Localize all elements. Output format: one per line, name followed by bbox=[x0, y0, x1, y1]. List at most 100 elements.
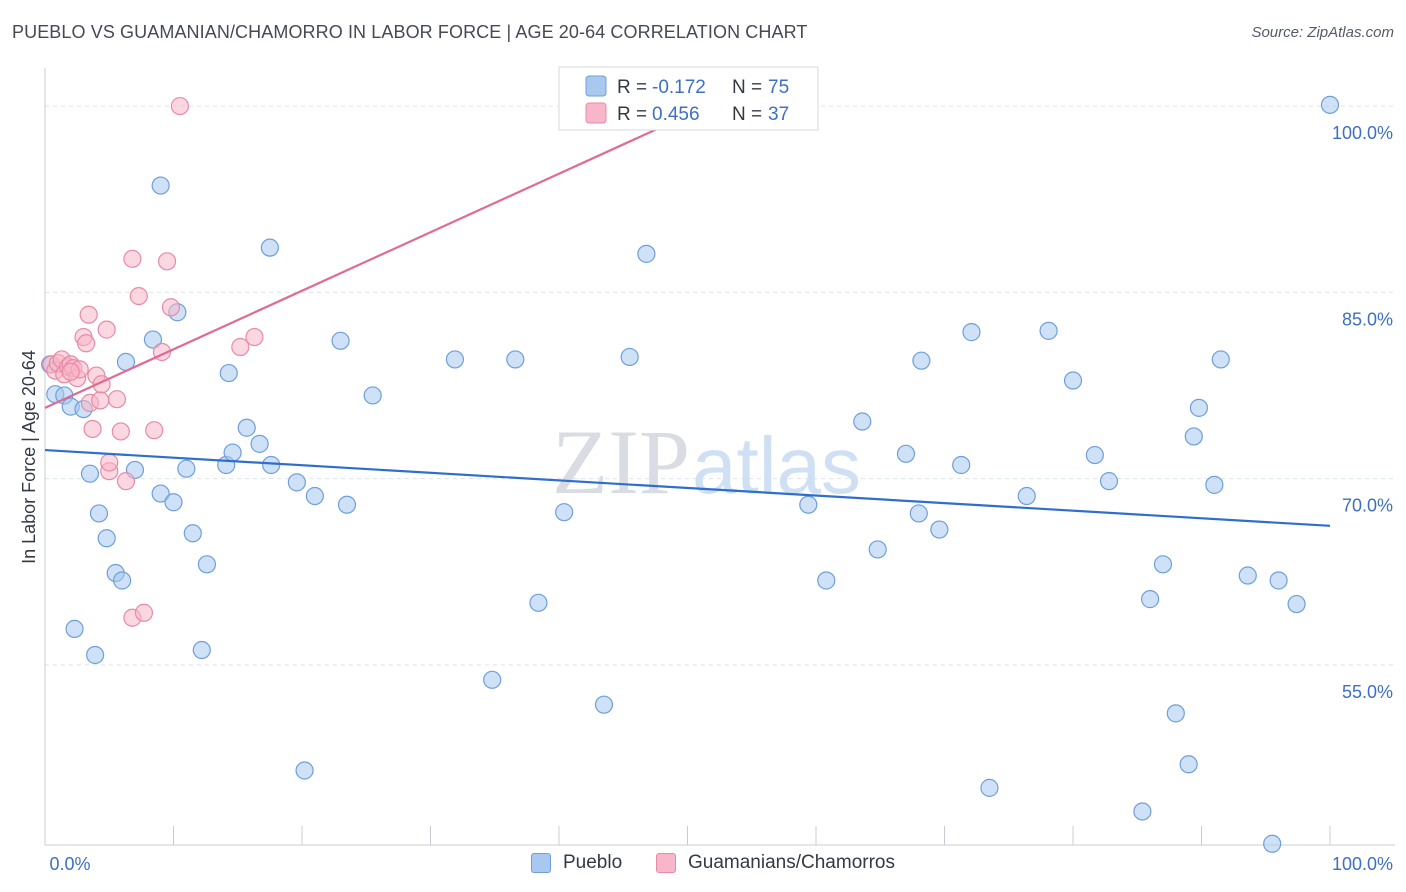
legend-r-value: -0.172 bbox=[652, 77, 706, 98]
pueblo-point bbox=[197, 555, 217, 574]
pueblo-point bbox=[1184, 427, 1203, 446]
guam-point bbox=[107, 390, 127, 409]
pueblo-point bbox=[192, 640, 211, 660]
pueblo-point bbox=[909, 504, 928, 523]
legend-r-value: 0.456 bbox=[652, 104, 700, 125]
pueblo-point bbox=[1133, 802, 1152, 821]
pueblo-point bbox=[86, 645, 105, 665]
guam-point bbox=[79, 305, 98, 324]
pueblo-point bbox=[1153, 555, 1173, 574]
pueblo-point bbox=[1039, 321, 1058, 340]
pueblo-points bbox=[41, 95, 1340, 853]
legend-swatch-pueblo bbox=[585, 75, 607, 97]
guam-point bbox=[111, 422, 130, 441]
pueblo-point bbox=[219, 363, 238, 383]
pueblo-point bbox=[1211, 350, 1230, 369]
guam-point bbox=[77, 334, 96, 353]
pueblo-point bbox=[506, 350, 525, 369]
x-tick-label: 0.0% bbox=[49, 854, 90, 874]
pueblo-point bbox=[164, 493, 183, 512]
legend-item-pueblo: Pueblo bbox=[531, 852, 622, 874]
pueblo-point bbox=[483, 670, 502, 689]
guam-point bbox=[83, 419, 102, 439]
guam-points bbox=[42, 96, 723, 627]
legend-swatch-guam bbox=[585, 102, 607, 124]
guam-point bbox=[170, 96, 190, 116]
legend-box: R = -0.172 N = 75 R = 0.456 N = 37 bbox=[558, 66, 819, 131]
pueblo-point bbox=[817, 571, 836, 590]
pueblo-point bbox=[930, 520, 949, 539]
guam-point bbox=[100, 453, 119, 472]
pueblo-point bbox=[260, 238, 279, 257]
guam-point bbox=[161, 298, 181, 317]
pueblo-point bbox=[80, 464, 100, 483]
legend-item-guam: Guamanians/Chamorros bbox=[656, 852, 895, 874]
y-axis-label: In Labor Force | Age 20-64 bbox=[19, 350, 39, 564]
watermark: ZIP atlas bbox=[552, 411, 861, 513]
guam-point bbox=[61, 362, 80, 381]
guam-point bbox=[157, 252, 177, 271]
legend-label-guam: Guamanians/Chamorros bbox=[688, 852, 895, 873]
pueblo-point bbox=[1287, 594, 1306, 614]
legend-n-label: N = bbox=[732, 104, 762, 125]
pueblo-point bbox=[143, 330, 163, 349]
watermark-atlas: atlas bbox=[692, 421, 861, 510]
axes bbox=[44, 68, 1395, 846]
gridlines bbox=[45, 105, 1395, 666]
pueblo-point bbox=[183, 524, 202, 543]
pueblo-point bbox=[237, 418, 256, 437]
pueblo-point bbox=[1269, 571, 1288, 590]
watermark-zip: ZIP bbox=[552, 411, 690, 513]
pueblo-point bbox=[177, 459, 196, 478]
y-tick-label: 85.0% bbox=[1342, 309, 1393, 329]
pueblo-point bbox=[853, 412, 872, 431]
pueblo-point bbox=[799, 495, 818, 514]
tick-labels: 55.0% 70.0% 85.0% 100.0% 0.0% 100.0% bbox=[49, 123, 1393, 874]
guam-point bbox=[116, 472, 136, 491]
pueblo-point bbox=[363, 386, 382, 405]
pueblo-point bbox=[1189, 398, 1209, 417]
legend-n-value: 75 bbox=[768, 77, 789, 98]
pueblo-point bbox=[1166, 704, 1185, 723]
legend-swatch-pueblo bbox=[531, 853, 551, 873]
pueblo-point bbox=[1263, 834, 1282, 853]
pueblo-point bbox=[1179, 755, 1198, 774]
pueblo-point bbox=[962, 323, 981, 342]
pueblo-point bbox=[868, 540, 887, 559]
chart-title: PUEBLO VS GUAMANIAN/CHAMORRO IN LABOR FO… bbox=[12, 22, 808, 42]
y-tick-label: 70.0% bbox=[1342, 496, 1393, 516]
guam-point bbox=[134, 603, 154, 622]
pueblo-point bbox=[1063, 371, 1083, 390]
pueblo-point bbox=[89, 504, 109, 523]
pueblo-point bbox=[1140, 590, 1160, 609]
legend-n-value: 37 bbox=[768, 104, 789, 125]
pueblo-point bbox=[65, 619, 84, 639]
pueblo-point bbox=[1017, 486, 1036, 506]
guam-trend-line bbox=[44, 100, 719, 409]
guam-point bbox=[145, 421, 164, 440]
pueblo-point bbox=[331, 331, 350, 350]
pueblo-point bbox=[287, 473, 306, 492]
guam-point bbox=[129, 286, 148, 306]
legend-r-label: R = bbox=[617, 104, 647, 125]
trend-lines bbox=[44, 100, 1331, 527]
pueblo-point bbox=[980, 778, 999, 797]
guam-point bbox=[123, 249, 142, 268]
source-label: Source: ZipAtlas.com bbox=[1251, 24, 1394, 41]
pueblo-point bbox=[223, 443, 242, 462]
pueblo-point bbox=[896, 444, 916, 463]
pueblo-point bbox=[912, 351, 931, 370]
pueblo-point bbox=[262, 455, 281, 475]
pueblo-point bbox=[555, 503, 574, 522]
y-tick-label: 55.0% bbox=[1342, 682, 1393, 702]
guam-point bbox=[97, 320, 116, 339]
pueblo-point bbox=[952, 455, 971, 475]
legend-r-label: R = bbox=[617, 77, 647, 98]
legend-bottom: Pueblo Guamanians/Chamorros bbox=[0, 852, 1406, 878]
pueblo-point bbox=[305, 486, 324, 506]
pueblo-point bbox=[637, 244, 656, 263]
guam-point bbox=[91, 391, 110, 410]
x-tick-label: 100.0% bbox=[1332, 854, 1393, 874]
pueblo-point bbox=[112, 571, 132, 590]
